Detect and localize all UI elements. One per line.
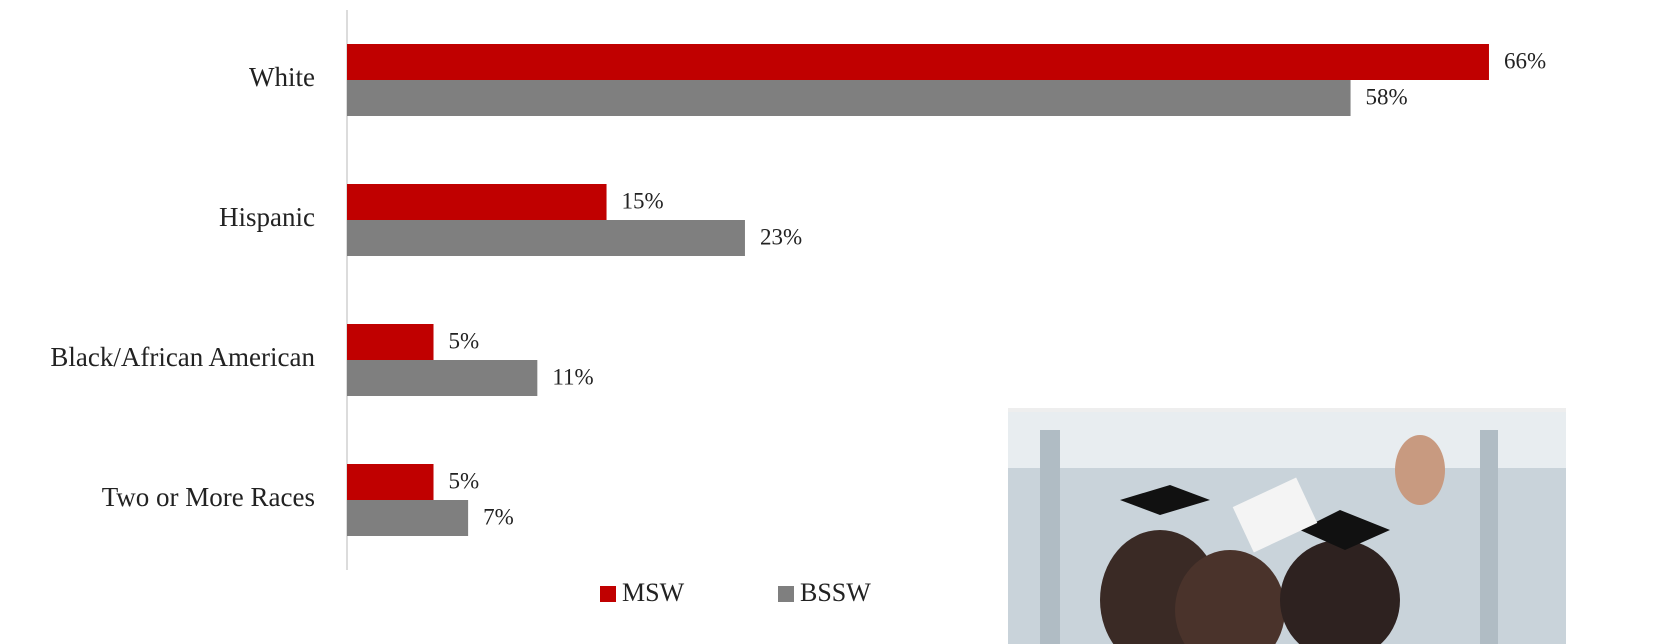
value-label: 5%: [449, 328, 480, 353]
category-label: Black/African American: [50, 342, 315, 372]
category-label: Hispanic: [219, 202, 315, 232]
legend-swatch: [600, 586, 616, 602]
value-label: 5%: [449, 468, 480, 493]
bar: [347, 44, 1489, 80]
bar: [347, 360, 538, 396]
legend-label: BSSW: [800, 578, 871, 607]
value-label: 66%: [1504, 48, 1546, 73]
value-label: 23%: [760, 224, 802, 249]
value-label: 11%: [552, 364, 593, 389]
category-label: Two or More Races: [102, 482, 315, 512]
bar: [347, 80, 1351, 116]
bar: [347, 500, 469, 536]
photo: [1008, 408, 1566, 644]
value-label: 58%: [1366, 84, 1408, 109]
value-label: 15%: [622, 188, 664, 213]
value-label: 7%: [483, 504, 514, 529]
category-label: White: [249, 62, 315, 92]
bar: [347, 464, 434, 500]
bar: [347, 184, 607, 220]
bar: [347, 324, 434, 360]
bar: [347, 220, 745, 256]
legend-label: MSW: [622, 578, 685, 607]
legend-swatch: [778, 586, 794, 602]
